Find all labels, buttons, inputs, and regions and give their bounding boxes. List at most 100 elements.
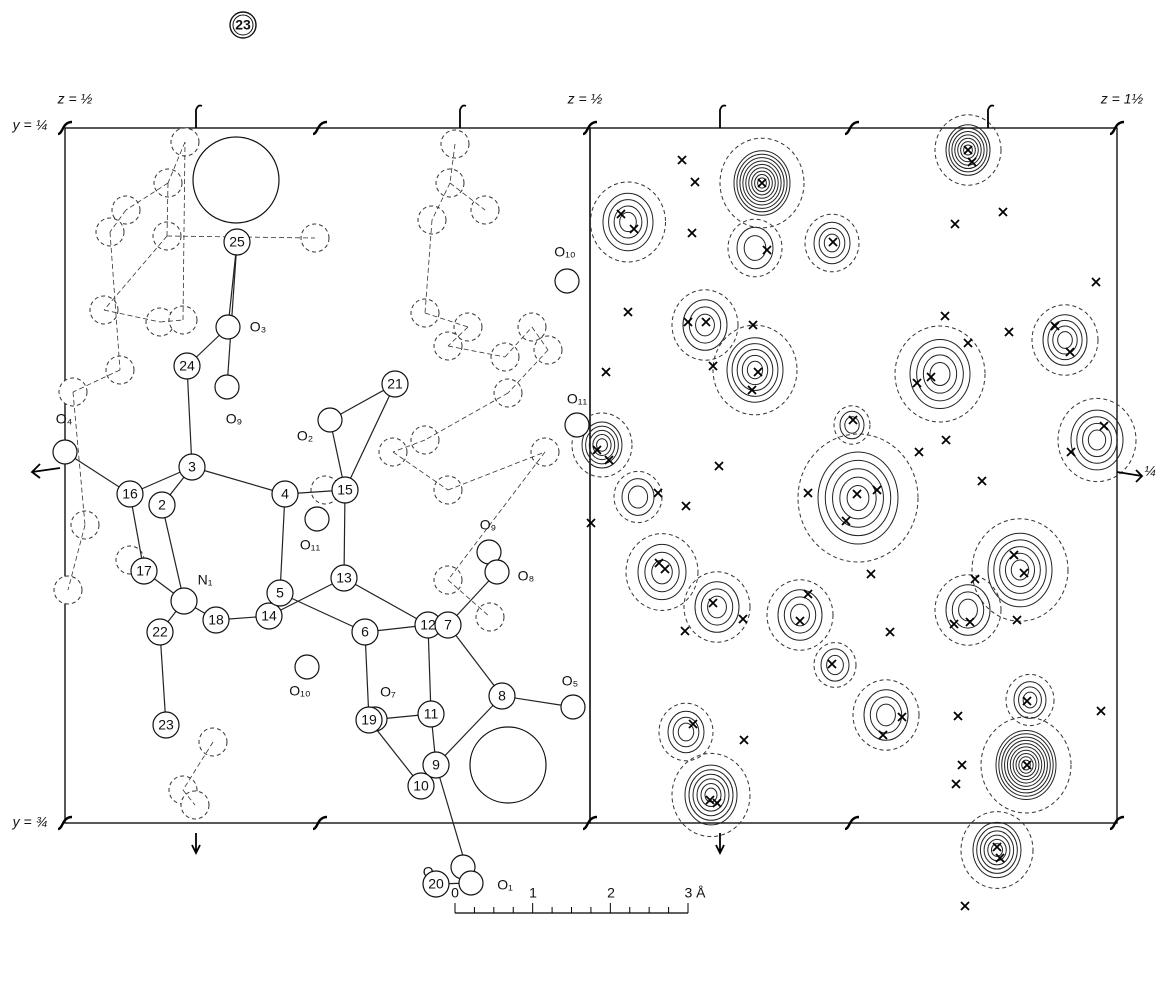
peak-marker [999, 208, 1007, 216]
zero-contour [1058, 398, 1136, 481]
peak-marker [630, 225, 638, 233]
contour [1088, 430, 1105, 450]
peak-marker [958, 761, 966, 769]
peak-marker [950, 620, 958, 628]
atom-label: 7 [444, 617, 452, 633]
contour [1019, 687, 1042, 713]
peak-marker [941, 312, 949, 320]
contour [840, 411, 864, 439]
scale-label: 1 [529, 885, 537, 901]
oxygen-label: O₁₁ [567, 391, 588, 407]
oxygen-atom [295, 655, 319, 679]
contour [977, 827, 1018, 874]
contour [840, 477, 876, 519]
peak-marker [691, 178, 699, 186]
oxygen-label: O₈ [518, 568, 535, 584]
oxygen-atom [216, 315, 240, 339]
two-fold-axis [192, 833, 200, 853]
atom-label: 22 [152, 624, 168, 640]
two-fold-axis [720, 106, 726, 129]
atom-label: 6 [361, 624, 369, 640]
peak-marker [758, 179, 766, 187]
projected-molecule [54, 128, 562, 819]
symmetry-symbols [32, 106, 1142, 854]
contour [952, 592, 983, 628]
contour [622, 479, 654, 516]
oxygen-label: O₃ [250, 319, 267, 335]
scale-label: 3 Å [684, 885, 706, 901]
peak-marker [915, 448, 923, 456]
axis-label: z = ½ [57, 91, 93, 107]
peak-marker [971, 575, 979, 583]
oxygen-atom [318, 408, 342, 432]
two-fold-axis [460, 106, 466, 129]
peak-marker [1023, 697, 1031, 705]
atom-label: 18 [208, 612, 224, 628]
peak-marker [739, 615, 747, 623]
oxygen-atom [215, 375, 239, 399]
zero-contour [1032, 305, 1098, 375]
atom-label: 5 [276, 585, 284, 601]
peak-marker [654, 489, 662, 497]
peak-marker [1010, 551, 1018, 559]
oxygen-label: O₅ [562, 673, 579, 689]
contour [784, 597, 815, 633]
peak-marker [661, 565, 669, 573]
contour [988, 839, 1006, 860]
nitrogen-label: N₁ [198, 572, 213, 588]
contour [1053, 326, 1077, 354]
peak-marker [873, 486, 881, 494]
peak-marker [1013, 616, 1021, 624]
bond [280, 494, 285, 593]
peak-marker [796, 617, 804, 625]
peak-marker [624, 308, 632, 316]
ghost-bond [183, 142, 185, 320]
zero-contour [672, 290, 738, 360]
oxygen-label: O₂ [297, 428, 313, 444]
peak-marker [688, 229, 696, 237]
ghost-bond [448, 452, 545, 490]
peak-marker [978, 477, 986, 485]
scale-bar: 0123 Å [451, 885, 706, 913]
atom-label: 24 [179, 358, 195, 374]
atom-label: 13 [336, 570, 352, 586]
contour [693, 774, 729, 815]
contour [744, 236, 766, 261]
header-atom-label: 23 [235, 17, 251, 33]
electron-density-map [572, 115, 1136, 910]
density-frame [590, 128, 1117, 823]
oxygen-atom [555, 269, 579, 293]
peak-marker [829, 238, 837, 246]
atom-label: 20 [428, 876, 444, 892]
oxygen-atom [305, 507, 329, 531]
atom-label: 23 [158, 717, 174, 733]
contour [870, 697, 901, 733]
atom-label: 25 [229, 234, 245, 250]
oxygen-atom [565, 413, 589, 437]
atom-label: 2 [158, 497, 166, 513]
contour [628, 486, 647, 508]
bond [187, 366, 192, 467]
zero-contour [853, 680, 919, 750]
contour [847, 485, 869, 510]
bond [344, 578, 428, 625]
contour [689, 770, 733, 821]
heavy-atom [470, 727, 546, 803]
zero-contour [591, 182, 666, 262]
oxygen-label: O₇ [380, 684, 396, 700]
peak-marker [952, 780, 960, 788]
atom-label: 17 [136, 563, 152, 579]
axis-label: z = 1½ [1100, 91, 1144, 107]
two-fold-axis [1117, 470, 1142, 482]
bond [192, 467, 285, 494]
peak-marker [1066, 348, 1074, 356]
peak-marker [853, 490, 861, 498]
peak-marker [1097, 707, 1105, 715]
two-fold-axis [32, 464, 60, 478]
peak-marker [602, 368, 610, 376]
contour [791, 604, 810, 626]
contour [818, 452, 898, 544]
peak-marker [1100, 422, 1108, 430]
peak-marker [715, 462, 723, 470]
oxygen-label: O₁ [497, 877, 513, 893]
